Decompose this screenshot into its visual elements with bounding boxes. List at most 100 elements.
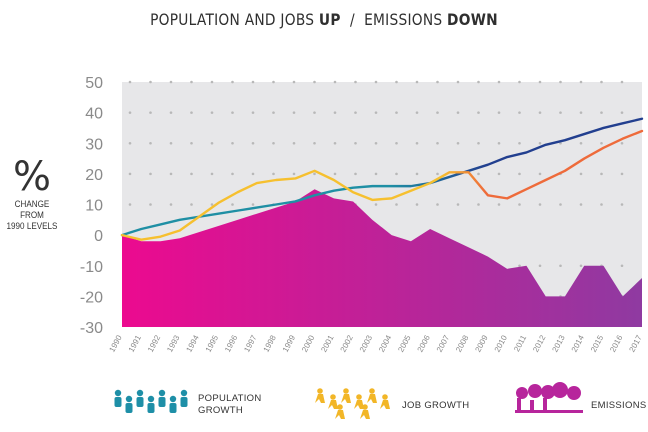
grid-dot (231, 141, 234, 145)
grid-dot (128, 80, 132, 84)
grid-dot (579, 264, 583, 268)
grid-dot (518, 264, 521, 268)
grid-dot (620, 203, 624, 206)
person-icon (125, 395, 133, 403)
legend-jobs: JOB GROWTH (402, 400, 470, 411)
grid-dot (333, 80, 337, 84)
grid-dot (620, 141, 624, 145)
grid-dot (477, 141, 480, 145)
worker-icon (362, 404, 368, 410)
percent-symbol: % (12, 154, 51, 200)
person-icon (169, 395, 177, 403)
grid-dot (333, 111, 337, 114)
legend-emissions: EMISSIONS (591, 400, 647, 411)
grid-dot (579, 111, 583, 114)
grid-dot (272, 141, 275, 145)
smoke-cloud-icon (541, 385, 555, 399)
grid-dot (518, 141, 521, 145)
chart-title: POPULATION AND JOBS UP / EMISSIONS DOWN (150, 10, 498, 29)
grid-dot (149, 172, 152, 176)
grid-dot (538, 203, 542, 206)
grid-dot (149, 203, 152, 206)
grid-dot (600, 141, 603, 145)
grid-dot (374, 111, 378, 114)
grid-dot (210, 141, 214, 145)
x-tick-label: 1994 (185, 333, 202, 353)
grid-dot (231, 80, 234, 84)
grid-dot (169, 141, 173, 145)
y-tick-label: 30 (85, 136, 103, 153)
y-tick-label: 0 (94, 228, 103, 245)
grid-dot (374, 203, 378, 206)
grid-dot (538, 264, 542, 268)
grid-dot (333, 172, 337, 176)
grid-dot (251, 172, 255, 176)
y-tick-label: -30 (80, 320, 103, 337)
grid-dot (477, 172, 480, 176)
worker-icon (337, 404, 343, 410)
y-tick-label: -20 (80, 289, 103, 306)
grid-dot (210, 80, 214, 84)
person-icon (169, 403, 177, 413)
grid-dot (518, 80, 521, 84)
grid-dot (559, 203, 562, 206)
grid-dot (518, 172, 521, 176)
x-tick-label: 1995 (204, 333, 221, 353)
grid-dot (169, 203, 173, 206)
grid-dot (477, 203, 480, 206)
worker-icon (328, 400, 338, 409)
smoke-cloud-icon (528, 384, 542, 398)
x-tick-label: 2016 (608, 333, 625, 353)
grid-dot (579, 80, 583, 84)
y-tick-label: 20 (85, 167, 103, 184)
grid-dot (436, 80, 439, 84)
grid-dot (251, 203, 255, 206)
grid-dot (354, 172, 357, 176)
grid-dot (354, 141, 357, 145)
grid-dot (190, 111, 193, 114)
grid-dot (538, 111, 542, 114)
worker-icon (369, 388, 375, 394)
grid-dot (210, 203, 214, 206)
grid-dot (559, 80, 562, 84)
grid-dot (497, 111, 501, 114)
population-growth-line (120, 117, 644, 237)
grid-dot (456, 111, 460, 114)
worker-icon (315, 394, 325, 403)
grid-dot (538, 141, 542, 145)
grid-dot (169, 111, 173, 114)
grid-dot (333, 141, 337, 145)
grid-dot (579, 141, 583, 145)
grid-dot (190, 172, 193, 176)
grid-dot (415, 172, 419, 176)
grid-dot (169, 172, 173, 176)
x-tick-label: 2006 (416, 333, 433, 353)
grid-dot (231, 172, 234, 176)
grid-dot (559, 264, 562, 268)
smokestack-icon (543, 398, 547, 412)
x-tick-label: 2002 (339, 333, 356, 353)
worker-icon (317, 388, 323, 394)
grid-dot (415, 80, 419, 84)
person-icon (158, 389, 166, 397)
grid-dot (292, 141, 296, 145)
smoke-cloud-icon (552, 382, 568, 398)
grid-dot (251, 141, 255, 145)
person-icon (136, 389, 144, 397)
x-tick-label: 2004 (377, 333, 394, 353)
x-tick-label: 2013 (550, 333, 567, 353)
grid-dot (149, 80, 152, 84)
grid-dot (231, 111, 234, 114)
grid-dot (456, 141, 460, 145)
grid-dot (395, 80, 398, 84)
worker-icon (380, 400, 390, 409)
x-tick-label: 1996 (223, 333, 240, 353)
y-axis-label-line1: CHANGE FROM (14, 199, 50, 220)
y-tick-label: -10 (80, 259, 103, 276)
x-tick-label: 2015 (589, 333, 606, 353)
grid-dot (620, 172, 624, 176)
x-tick-label: 2011 (512, 333, 528, 353)
grid-dot (518, 111, 521, 114)
grid-dot (415, 111, 419, 114)
worker-icon (367, 394, 377, 403)
